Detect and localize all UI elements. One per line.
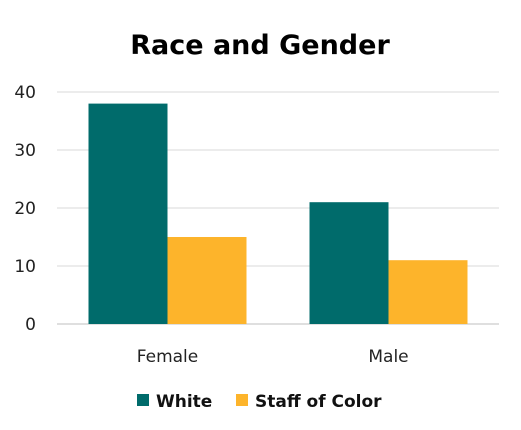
- y-tick-label: 20: [14, 199, 36, 219]
- bar-staff-of-color-female: [167, 237, 247, 324]
- legend-label-staff-of-color: Staff of Color: [255, 392, 382, 412]
- y-tick-label: 10: [14, 257, 36, 277]
- bar-staff-of-color-male: [388, 260, 468, 324]
- legend-swatch-staff-of-color: [236, 394, 248, 406]
- x-axis-ticks: Female Male: [137, 347, 409, 367]
- chart-title: Race and Gender: [130, 30, 390, 61]
- bars: [88, 103, 468, 324]
- legend-swatch-white: [137, 394, 149, 406]
- bar-white-male: [309, 202, 389, 324]
- y-tick-label: 30: [14, 141, 36, 161]
- bar-white-female: [88, 103, 168, 324]
- y-tick-label: 40: [14, 83, 36, 103]
- y-tick-label: 0: [25, 315, 36, 335]
- legend: White Staff of Color: [137, 392, 382, 412]
- x-tick-label-female: Female: [137, 347, 198, 367]
- x-tick-label-male: Male: [368, 347, 408, 367]
- y-axis-ticks: 0 10 20 30 40: [14, 83, 36, 335]
- legend-label-white: White: [156, 392, 212, 412]
